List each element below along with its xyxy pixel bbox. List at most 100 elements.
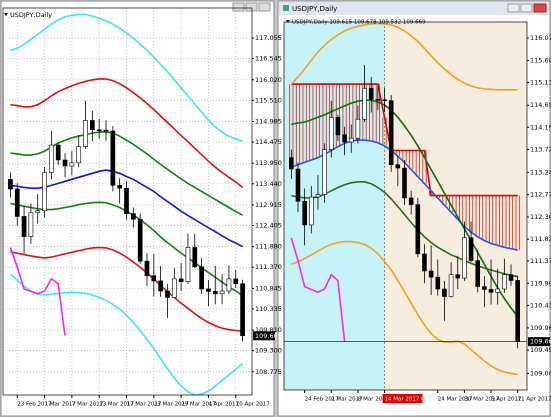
candle-body [455, 274, 461, 279]
candle-body [368, 88, 374, 100]
y-tick-label: 112.300 [530, 213, 551, 221]
y-tick-label: 115.600 [530, 56, 551, 64]
close-button[interactable] [533, 3, 547, 13]
x-tick-label: 24 Feb 2017 [305, 397, 340, 403]
candle-body [395, 164, 401, 169]
candle-body [206, 288, 211, 292]
candle-body [62, 159, 68, 167]
indicator-line [10, 246, 243, 333]
candle-body [382, 99, 387, 102]
plot [3, 8, 252, 395]
candle-body [495, 288, 500, 293]
candle-body [130, 213, 136, 220]
candle-body [55, 144, 61, 161]
x-tick-label: 2 Mar 2017 [331, 397, 363, 403]
y-tick-label: 110.845 [255, 284, 282, 292]
y-tick-label: 113.950 [255, 159, 282, 167]
x-tick-label: 11 Apr 2017 [518, 397, 551, 403]
candle-body [76, 146, 82, 164]
x-tick-label: 4 Apr 2017 [208, 402, 239, 408]
candle-body [90, 120, 95, 131]
candle-body [83, 120, 88, 147]
price-label: 109.669 [530, 338, 551, 346]
y-tick-label: 109.810 [255, 326, 282, 334]
candle-body [212, 291, 218, 295]
indicator-line [290, 22, 518, 91]
candle-body [219, 290, 225, 295]
candle-body [475, 260, 481, 287]
y-tick-label: 109.960 [530, 324, 551, 332]
candle-body [185, 247, 191, 283]
candle-body [442, 288, 447, 297]
candle-body [355, 118, 361, 139]
y-tick-label: 113.440 [255, 180, 282, 188]
candle-body [49, 144, 54, 173]
candle-body [117, 185, 123, 189]
candle-body [408, 197, 414, 205]
maximize-button[interactable] [520, 3, 533, 13]
y-tick-label: 116.545 [255, 55, 282, 63]
y-tick-label: 114.655 [530, 101, 551, 109]
y-tick-label: 114.985 [255, 117, 282, 125]
candle-body [69, 162, 75, 167]
y-tick-label: 112.405 [255, 221, 282, 229]
chart-header: USDJPY,Daily 109.615 109.678 109.532 109… [292, 20, 426, 26]
y-tick-label: 109.490 [530, 346, 551, 354]
x-tick-label: 14 Mar 2017 00:00 [385, 397, 438, 403]
x-tick-label: 8 Mar 2017 [358, 397, 390, 403]
y-tick-label: 114.475 [255, 138, 282, 146]
y-tick-label: 109.000 [530, 369, 551, 377]
right-window-buttons[interactable] [507, 3, 547, 13]
left-window-buttons[interactable] [232, 2, 271, 12]
candle-body [295, 168, 301, 202]
candle-body [515, 280, 520, 342]
candle-body [335, 117, 341, 136]
window-icon [283, 5, 289, 11]
candle-body [158, 280, 163, 292]
minimize-button[interactable] [232, 2, 245, 12]
indicator-line [290, 237, 346, 342]
candle-body [415, 204, 421, 255]
candle-body [402, 167, 407, 199]
y-tick-label: 111.370 [530, 257, 551, 265]
indicator-line [10, 78, 244, 189]
candle-body [348, 137, 354, 143]
minimize-button[interactable] [507, 3, 520, 13]
candle-body [508, 274, 514, 281]
y-tick-label: 117.055 [255, 34, 282, 42]
window-title: USDJPY,Daily [292, 5, 337, 13]
candle-body [144, 260, 150, 276]
candle-body [502, 274, 507, 290]
x-tick-label: 5 Apr 2017 [491, 397, 522, 403]
y-tick-label: 115.135 [530, 78, 551, 86]
candle-body [435, 276, 441, 290]
x-tick-label: 17 Mar 2017 [127, 402, 162, 408]
plot [284, 22, 527, 390]
candle-body [482, 286, 487, 290]
y-tick-label: 112.915 [255, 201, 282, 209]
y-tick-label: 113.720 [530, 146, 551, 154]
candle-body [375, 98, 381, 101]
candle-body [28, 212, 34, 237]
maximize-button[interactable] [245, 2, 258, 12]
candle-body [240, 283, 245, 337]
candle-body [468, 237, 474, 261]
y-tick-label: 111.830 [530, 235, 551, 243]
close-button[interactable] [258, 2, 271, 12]
candle-body [171, 278, 177, 298]
y-tick-label: 108.775 [255, 368, 282, 376]
indicator-line [9, 247, 66, 336]
candle-body [309, 196, 314, 226]
candle-body [315, 194, 321, 198]
y-tick-label: 112.770 [530, 191, 551, 199]
candle-body [35, 210, 41, 214]
background-past [284, 22, 385, 390]
x-tick-label: 10 Apr 2017 [236, 402, 271, 408]
y-tick-label: 116.070 [530, 34, 551, 42]
header-arrow [4, 13, 8, 16]
x-tick-label: 13 Mar 2017 [99, 402, 134, 408]
candle-body [178, 278, 184, 283]
right-title-bar [279, 2, 549, 15]
candle-body [233, 278, 239, 285]
